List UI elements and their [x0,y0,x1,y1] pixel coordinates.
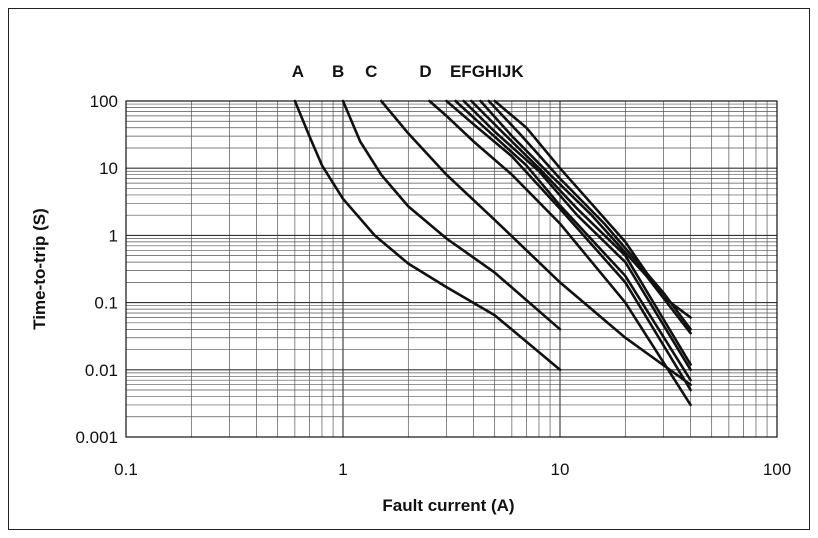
curve-line-3 [379,99,692,386]
chart-frame: 0.1 1 10 100 100 10 1 0.1 0.01 0.001 A B C D EFGHIJK … [8,8,810,530]
curve-line-11 [493,99,692,319]
curve-label: B [332,62,344,81]
curve-line-1 [293,99,562,372]
x-tick-label: 100 [763,460,791,479]
curve-label: A [292,62,304,81]
x-tick-label: 0.1 [114,460,138,479]
curve-label: D [419,62,431,81]
y-tick-label: 10 [99,159,118,178]
x-tick-label: 1 [338,460,347,479]
tick-labels: 0.1 1 10 100 100 10 1 0.1 0.01 0.001 [75,92,791,479]
y-axis-title: Time-to-trip (S) [30,208,49,330]
curve-label: EFGHIJK [450,62,524,81]
y-tick-label: 100 [90,92,118,111]
curve-line-7 [462,99,692,372]
curve-line-5 [445,99,692,392]
y-tick-label: 1 [109,226,118,245]
curve-line-6 [454,99,692,382]
plot-border [125,100,778,438]
curves [293,99,692,407]
x-axis-title: Fault current (A) [382,496,514,515]
curve-line-4 [428,99,692,407]
curve-line-2 [341,99,562,331]
curve-label: C [365,62,377,81]
y-tick-label: 0.001 [75,428,118,447]
curve-line-8 [470,99,692,366]
y-tick-label: 0.01 [85,361,118,380]
y-tick-label: 0.1 [94,294,118,313]
curve-labels: A B C D EFGHIJK [292,62,525,81]
curve-line-10 [487,99,692,331]
x-tick-label: 10 [551,460,570,479]
